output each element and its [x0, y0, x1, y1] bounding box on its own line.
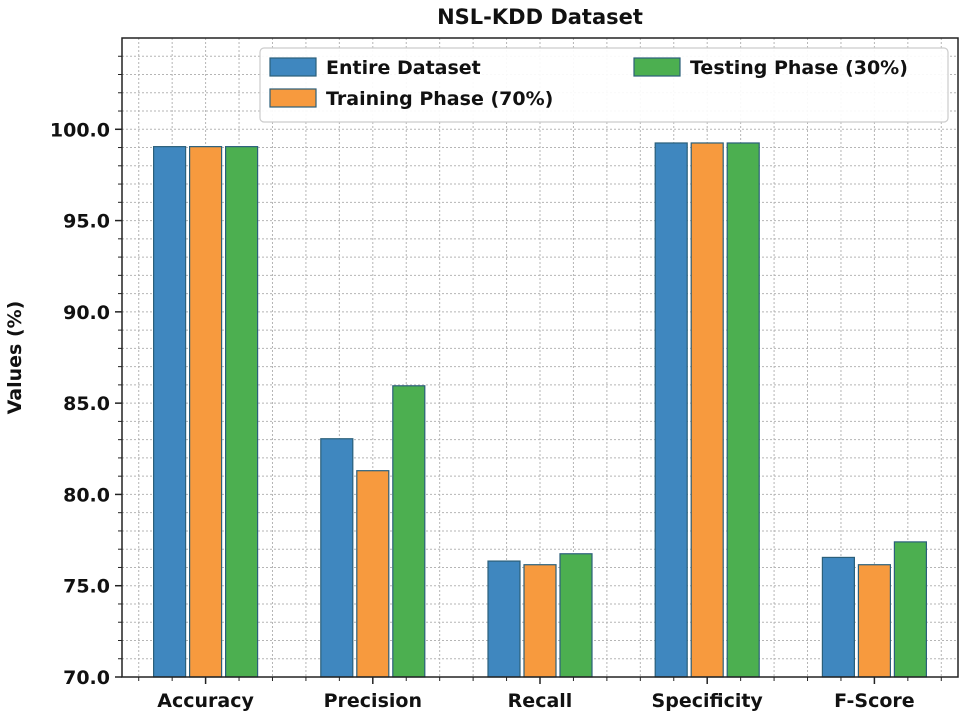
- y-tick-label: 90.0: [63, 302, 110, 324]
- legend-swatch: [269, 57, 317, 77]
- y-tick-label: 80.0: [63, 484, 110, 506]
- x-tick-label: Precision: [324, 690, 422, 712]
- x-tick-label: Specificity: [652, 690, 764, 712]
- chart-title: NSL-KDD Dataset: [437, 5, 643, 29]
- bar: [153, 146, 187, 678]
- bar: [559, 553, 593, 678]
- bar: [189, 146, 223, 678]
- bars: [153, 142, 928, 678]
- bar: [320, 438, 354, 678]
- legend-swatch: [269, 88, 317, 108]
- legend-label: Training Phase (70%): [326, 88, 553, 110]
- legend: Entire Dataset Training Phase (70%) Testin…: [259, 47, 949, 123]
- y-tick-label: 85.0: [63, 393, 110, 415]
- legend-label: Testing Phase (30%): [690, 57, 908, 79]
- y-tick-label: 95.0: [63, 211, 110, 233]
- bar: [857, 564, 892, 678]
- bar: [392, 385, 426, 678]
- y-tick-label: 70.0: [63, 667, 110, 689]
- bar: [821, 556, 856, 678]
- x-tick-label: Accuracy: [157, 690, 254, 712]
- bar: [523, 564, 557, 678]
- y-tick-label: 75.0: [63, 576, 110, 598]
- legend-swatch: [633, 57, 681, 77]
- bar: [654, 142, 688, 678]
- y-tick-label: 100.0: [50, 119, 110, 141]
- x-tick-label: F-Score: [834, 690, 915, 712]
- legend-box: [259, 47, 949, 123]
- bar: [356, 470, 390, 678]
- ticks: 70.0 75.0 80.0 85.0 90.0 95.0 100.0 Accuracy Pre…: [50, 55, 942, 712]
- bar: [690, 142, 724, 678]
- y-axis-label: Values (%): [4, 301, 26, 415]
- bar: [225, 146, 259, 678]
- legend-label: Entire Dataset: [326, 57, 481, 79]
- bar: [487, 560, 521, 678]
- bar: [726, 142, 760, 678]
- x-tick-label: Recall: [508, 690, 573, 712]
- bar: [893, 541, 928, 678]
